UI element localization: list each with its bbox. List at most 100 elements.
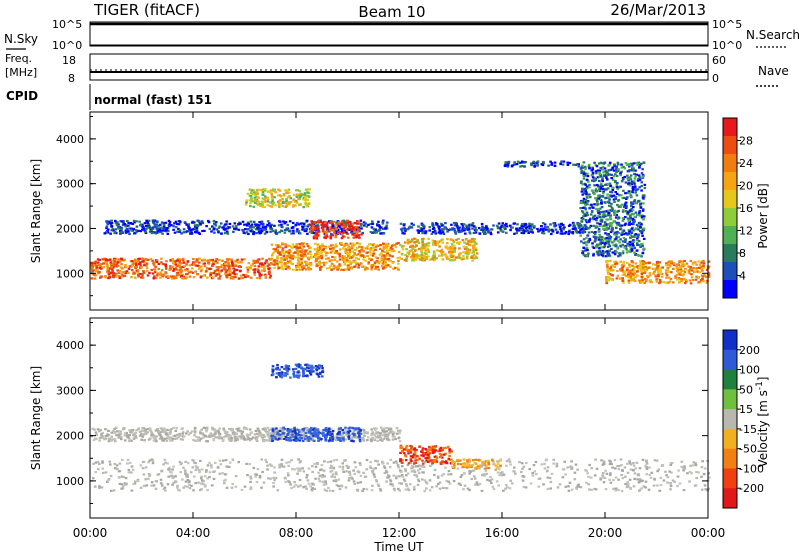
data-cell: [97, 264, 101, 267]
data-cell: [626, 213, 629, 216]
data-cell: [511, 482, 514, 485]
data-cell: [278, 199, 281, 202]
data-cell: [628, 265, 631, 268]
data-cell: [630, 222, 633, 225]
data-cell: [632, 212, 635, 216]
data-cell: [595, 172, 598, 175]
data-cell: [557, 223, 561, 226]
data-cell: [279, 195, 283, 198]
data-cell: [632, 239, 635, 242]
data-cell: [153, 261, 156, 264]
data-cell: [171, 265, 174, 268]
data-cell: [178, 220, 182, 223]
data-cell: [334, 243, 338, 246]
data-cell: [281, 242, 284, 245]
data-cell: [237, 223, 240, 226]
data-cell: [610, 229, 614, 232]
data-cell: [594, 235, 598, 239]
data-cell: [342, 247, 345, 250]
colorbar-swatch: [723, 280, 737, 299]
data-cell: [450, 243, 454, 246]
data-cell: [601, 254, 604, 257]
data-cell: [616, 169, 620, 172]
data-cell: [464, 232, 467, 235]
data-cell: [616, 203, 619, 207]
data-cell: [643, 281, 646, 285]
data-cell: [624, 216, 627, 219]
data-cell: [245, 224, 249, 227]
data-cell: [498, 227, 502, 230]
data-cell: [616, 163, 620, 166]
data-cell: [152, 220, 155, 223]
data-cell: [183, 221, 187, 224]
data-cell: [161, 229, 165, 232]
data-cell: [406, 472, 410, 475]
data-cell: [344, 258, 348, 262]
data-cell: [620, 170, 623, 173]
data-cell: [618, 252, 621, 255]
data-cell: [670, 271, 673, 274]
data-cell: [579, 234, 582, 237]
data-cell: [94, 274, 97, 277]
data-cell: [672, 267, 675, 270]
data-cell: [607, 222, 611, 226]
data-cell: [613, 265, 617, 268]
data-cell: [144, 466, 148, 469]
data-cell: [291, 226, 295, 229]
data-cell: [680, 465, 683, 468]
data-cell: [566, 163, 570, 166]
data-cell: [592, 180, 596, 183]
data-cell: [446, 238, 449, 241]
data-cell: [234, 264, 238, 267]
data-cell: [479, 228, 483, 231]
data-cell: [263, 262, 267, 265]
data-cell: [322, 261, 326, 264]
data-cell: [286, 262, 289, 265]
data-cell: [203, 475, 207, 478]
data-cell: [230, 260, 234, 263]
data-cell: [316, 234, 320, 237]
data-cell: [246, 192, 250, 195]
colorbar-swatch: [723, 118, 737, 137]
data-cell: [114, 219, 117, 222]
data-cell: [232, 267, 235, 270]
data-cell: [98, 486, 101, 489]
data-cell: [332, 220, 336, 223]
data-cell: [539, 228, 543, 231]
colorbar-swatch: [723, 190, 737, 209]
data-cell: [119, 220, 122, 223]
data-cell: [621, 231, 624, 234]
data-cell: [198, 265, 202, 269]
data-cell: [224, 261, 227, 264]
data-cell: [369, 247, 373, 250]
data-cell: [592, 218, 595, 221]
data-cell: [512, 163, 516, 166]
data-cell: [415, 255, 418, 258]
data-cell: [359, 224, 363, 227]
data-cell: [581, 250, 585, 253]
data-cell: [619, 172, 622, 175]
data-cell: [602, 213, 605, 216]
data-cell: [323, 234, 327, 237]
data-cell: [299, 250, 302, 253]
data-cell: [440, 224, 444, 227]
data-cell: [374, 478, 378, 482]
data-cell: [110, 229, 114, 232]
data-cell: [689, 282, 693, 285]
data-cell: [243, 258, 246, 261]
data-cell: [115, 223, 119, 226]
data-cell: [245, 273, 248, 276]
data-cell: [464, 228, 468, 231]
data-cell: [341, 224, 344, 227]
data-cell: [483, 474, 486, 477]
data-cell: [246, 221, 250, 224]
data-cell: [260, 222, 263, 225]
data-cell: [334, 471, 338, 474]
data-cell: [599, 251, 602, 254]
data-cell: [305, 228, 309, 231]
data-cell: [632, 462, 635, 465]
data-cell: [268, 257, 271, 260]
data-cell: [299, 263, 302, 266]
data-cell: [584, 249, 587, 252]
data-cell: [579, 167, 583, 170]
